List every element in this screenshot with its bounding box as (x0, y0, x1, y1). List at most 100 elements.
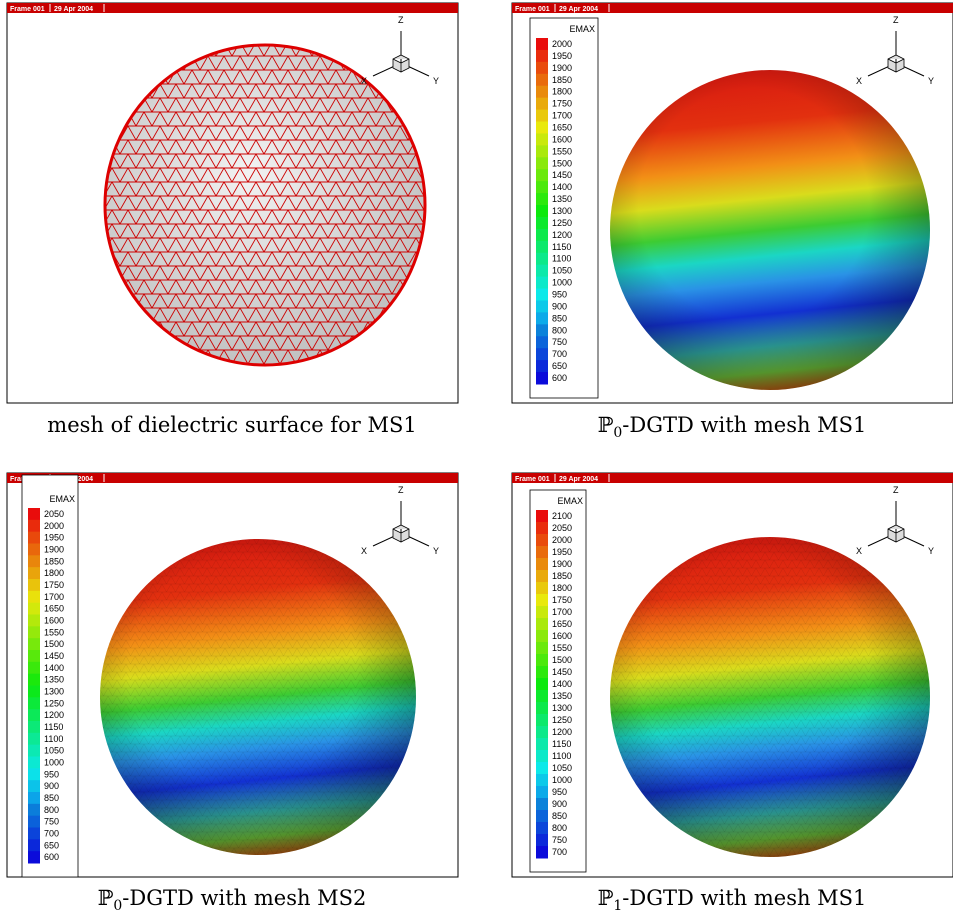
legend-swatch (536, 654, 548, 667)
legend-swatch (28, 828, 40, 840)
axis-y: Y (928, 76, 934, 86)
legend-swatch (536, 133, 548, 145)
legend-swatch (536, 630, 548, 643)
legend-swatch (536, 702, 548, 715)
legend-title: EMAX (49, 494, 75, 504)
legend-level: 900 (552, 799, 567, 809)
legend-level: 1750 (552, 595, 572, 605)
legend-level: 850 (44, 793, 59, 803)
legend-level: 2100 (552, 511, 572, 521)
caption: ℙ0-DGTD with mesh MS1 (598, 413, 867, 441)
legend-level: 1350 (552, 691, 572, 701)
axis-cube (393, 55, 409, 72)
legend-swatch (536, 98, 548, 110)
legend-level: 1200 (44, 710, 64, 720)
caption-text: -DGTD with mesh MS2 (122, 886, 366, 910)
legend-level: 1150 (44, 722, 63, 732)
legend-swatch (536, 834, 548, 847)
axis-z: Z (893, 15, 899, 25)
legend-level: 1050 (552, 266, 572, 276)
legend-swatch (536, 324, 548, 336)
legend-level: 1400 (44, 663, 64, 673)
legend-level: 900 (44, 781, 59, 791)
legend-level: 1300 (552, 206, 572, 216)
legend-swatch (28, 615, 40, 627)
legend-level: 1650 (552, 619, 572, 629)
legend-level: 1300 (44, 686, 64, 696)
legend-swatch (536, 798, 548, 811)
legend-level: 1600 (552, 134, 572, 144)
legend-level: 1250 (552, 218, 572, 228)
legend-swatch (536, 145, 548, 157)
axis-y: Y (433, 546, 439, 556)
legend-swatch (28, 544, 40, 556)
legend-level: 1000 (552, 775, 572, 785)
caption-sub: 0 (613, 425, 622, 441)
legend-swatch (536, 86, 548, 98)
legend-level: 1750 (44, 580, 64, 590)
legend-swatch (28, 768, 40, 780)
legend-swatch (28, 662, 40, 674)
caption-sub: 0 (113, 898, 122, 914)
legend-level: 600 (552, 373, 567, 383)
legend-swatch (536, 50, 548, 62)
legend-level: 1650 (552, 122, 572, 132)
caption-symbol: ℙ (98, 886, 114, 910)
legend-level: 1450 (552, 667, 572, 677)
legend-level: 1400 (552, 679, 572, 689)
legend-swatch (536, 558, 548, 571)
axis-x: X (856, 546, 862, 556)
legend-level: 850 (552, 811, 567, 821)
frame-label: Frame 001 (515, 476, 550, 483)
legend-level: 600 (44, 852, 59, 862)
caption: ℙ1-DGTD with mesh MS1 (598, 886, 867, 914)
legend-level: 1900 (44, 544, 64, 554)
legend-swatch (536, 726, 548, 739)
sphere-shade (610, 537, 930, 857)
legend-swatch (536, 205, 548, 217)
legend-level: 2050 (44, 509, 64, 519)
legend-level: 1100 (552, 254, 571, 264)
legend-level: 1550 (44, 627, 64, 637)
legend-swatch (28, 626, 40, 638)
legend-swatch (28, 792, 40, 804)
legend-level: 1550 (552, 146, 572, 156)
caption: mesh of dielectric surface for MS1 (47, 413, 416, 437)
legend-swatch (536, 169, 548, 181)
legend-swatch (536, 846, 548, 859)
legend-level: 2000 (44, 521, 64, 531)
legend-swatch (536, 336, 548, 348)
legend-swatch (536, 157, 548, 169)
legend-level: 2000 (552, 535, 572, 545)
legend-swatch (536, 738, 548, 751)
legend-swatch (28, 579, 40, 591)
legend-swatch (536, 217, 548, 229)
legend-swatch (536, 570, 548, 583)
legend-swatch (536, 822, 548, 835)
legend-swatch (28, 745, 40, 757)
caption-text: mesh of dielectric surface for MS1 (47, 413, 416, 437)
legend-level: 1650 (44, 604, 64, 614)
legend-level: 1800 (552, 583, 572, 593)
axis-x: X (361, 76, 367, 86)
legend-level: 1000 (552, 278, 572, 288)
legend-level: 1250 (552, 715, 572, 725)
caption-sub: 1 (613, 898, 622, 914)
legend-level: 1400 (552, 182, 572, 192)
axis-y: Y (928, 546, 934, 556)
legend-swatch (536, 193, 548, 205)
legend-level: 700 (44, 828, 59, 838)
legend-swatch (536, 289, 548, 301)
legend-swatch (536, 546, 548, 559)
legend-level: 800 (44, 805, 59, 815)
legend-level: 1100 (552, 751, 571, 761)
legend-swatch (28, 721, 40, 733)
legend-swatch (536, 74, 548, 86)
legend-level: 1550 (552, 643, 572, 653)
legend-level: 1450 (552, 170, 572, 180)
legend-swatch (536, 606, 548, 619)
legend-swatch (536, 110, 548, 122)
page: Frame 00129 Apr 2004ZXYmesh of dielectri… (0, 0, 953, 921)
legend-swatch (536, 774, 548, 787)
caption-symbol: ℙ (598, 413, 614, 437)
